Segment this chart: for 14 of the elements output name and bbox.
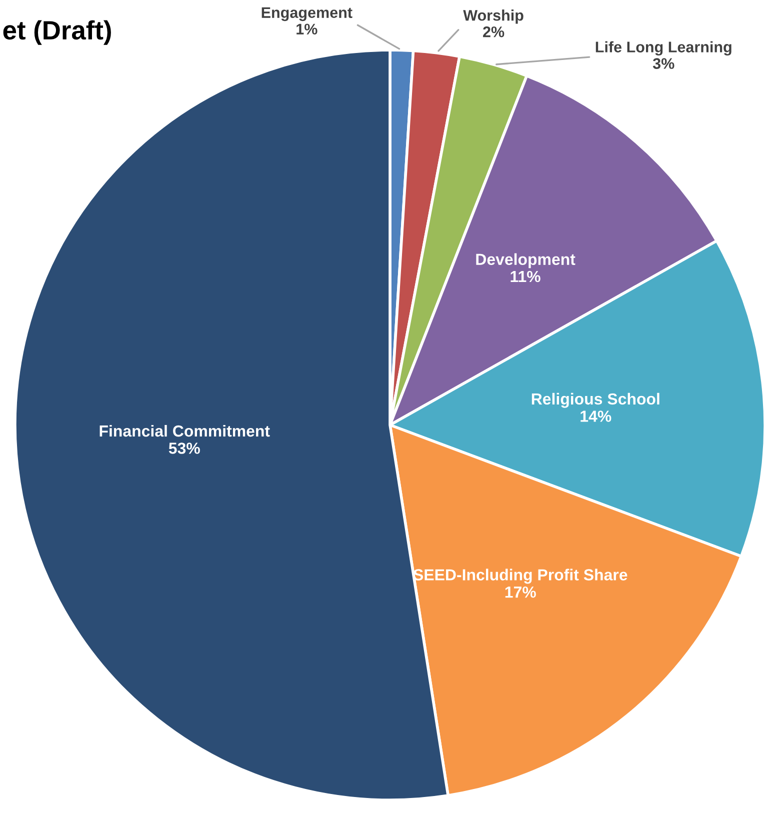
data-label: 2% — [483, 26, 504, 38]
slice-label: Engagement — [262, 7, 352, 22]
slice-label: Life Long Learning — [596, 41, 732, 56]
data-label: 3% — [652, 58, 674, 69]
data-label: 14% — [580, 410, 612, 422]
slice-label: Religious School — [532, 392, 660, 408]
data-label: 1% — [296, 24, 318, 34]
chart-title: et (Draft) — [3, 20, 111, 45]
data-label: 53% — [168, 442, 200, 454]
data-label: 17% — [505, 586, 536, 598]
data-label: 11% — [510, 270, 540, 282]
slice-label: Development — [476, 253, 576, 268]
slice-label: Worship — [463, 10, 524, 24]
slice-label: Financial Commitment — [100, 424, 270, 437]
